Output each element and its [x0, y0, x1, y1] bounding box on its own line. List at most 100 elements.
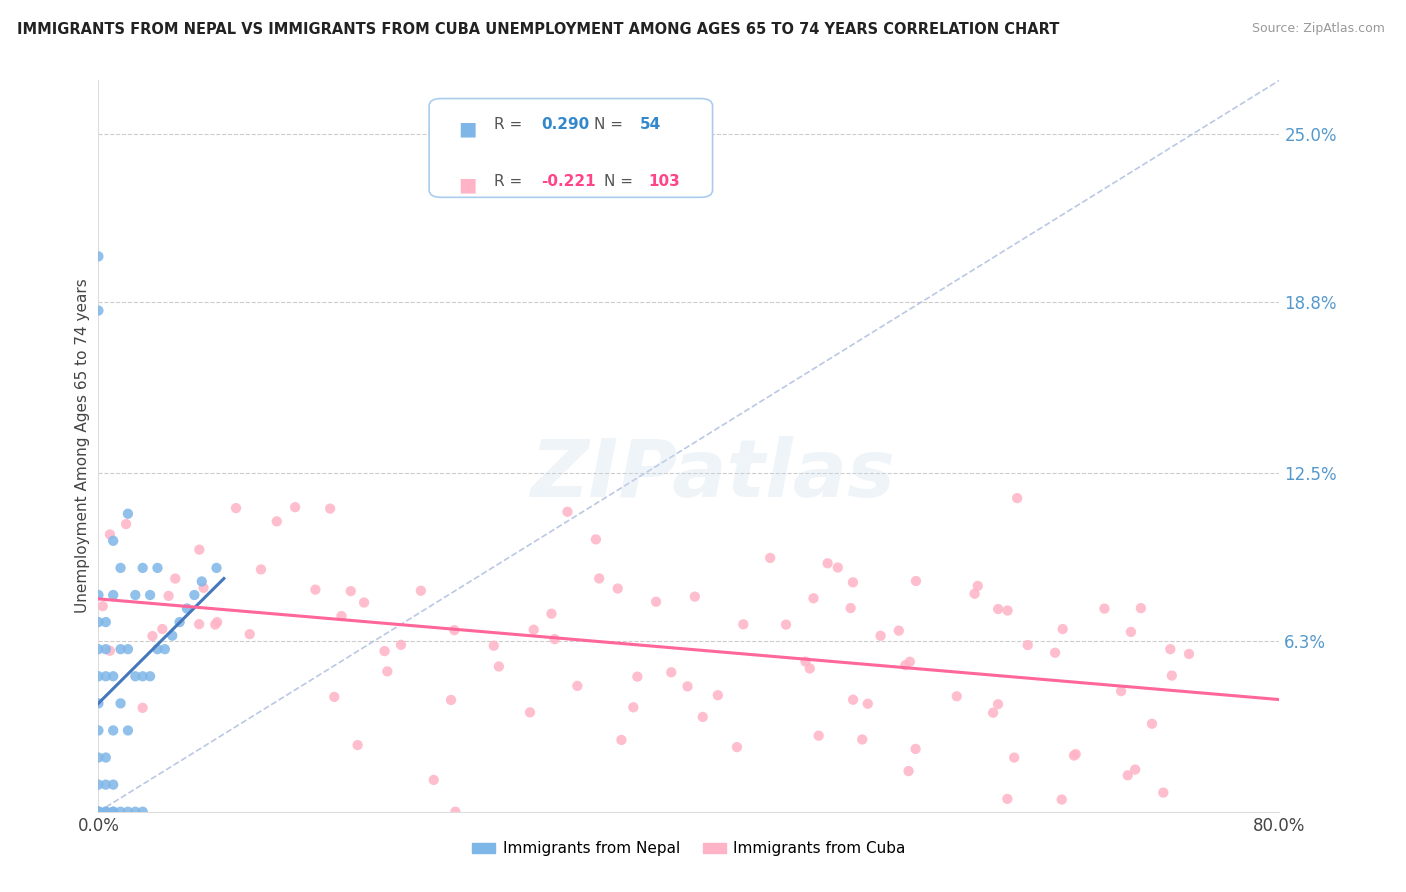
Point [1178, 647, 1201, 661]
Point [103, 778, 125, 792]
Point [139, 669, 162, 683]
Text: -0.221: -0.221 [541, 174, 596, 189]
Point [887, 624, 910, 638]
Point [1005, 491, 1028, 505]
Point [87, 615, 110, 629]
Point [91, 599, 114, 614]
Point [987, 602, 1010, 616]
Point [482, 639, 505, 653]
Point [1109, 684, 1132, 698]
Legend: Immigrants from Nepal, Immigrants from Cuba: Immigrants from Nepal, Immigrants from C… [465, 836, 912, 863]
Point [1063, 748, 1085, 763]
Point [409, 583, 432, 598]
Point [162, 629, 183, 643]
Point [904, 742, 927, 756]
Point [87, 805, 110, 819]
Point [94, 669, 117, 683]
Point [124, 805, 146, 819]
Point [803, 591, 825, 606]
Point [904, 574, 927, 588]
Point [103, 805, 125, 819]
Point [117, 805, 139, 819]
Point [117, 642, 139, 657]
Point [540, 607, 562, 621]
Point [132, 669, 155, 683]
Point [150, 622, 173, 636]
Point [543, 632, 565, 647]
Point [165, 572, 187, 586]
Point [851, 732, 873, 747]
Point [191, 574, 214, 589]
Point [963, 587, 986, 601]
Text: R =: R = [494, 174, 527, 189]
Point [807, 729, 830, 743]
Text: ■: ■ [458, 176, 477, 194]
Point [995, 792, 1018, 806]
Point [94, 750, 117, 764]
Point [645, 595, 668, 609]
Point [205, 615, 228, 629]
Point [176, 601, 198, 615]
Y-axis label: Unemployment Among Ages 65 to 74 years: Unemployment Among Ages 65 to 74 years [75, 278, 90, 614]
Point [103, 533, 125, 548]
Point [1140, 716, 1163, 731]
Point [606, 582, 628, 596]
Point [1116, 768, 1139, 782]
Point [827, 560, 849, 574]
Text: ZIPatlas: ZIPatlas [530, 436, 896, 515]
Point [945, 690, 967, 704]
Point [659, 665, 682, 680]
Point [440, 693, 463, 707]
Text: 54: 54 [640, 117, 661, 132]
Point [304, 582, 326, 597]
Point [794, 655, 817, 669]
Point [339, 584, 361, 599]
Point [585, 533, 607, 547]
Point [323, 690, 346, 704]
Point [103, 723, 125, 738]
Point [98, 644, 121, 658]
Point [124, 588, 146, 602]
Point [87, 805, 110, 819]
Point [98, 527, 121, 541]
Point [519, 706, 541, 720]
Point [1052, 622, 1074, 636]
Point [193, 581, 215, 595]
Point [115, 517, 138, 532]
Point [103, 669, 125, 683]
Point [488, 659, 510, 673]
Point [1094, 601, 1116, 615]
Point [153, 642, 176, 657]
Point [87, 249, 110, 263]
Point [898, 655, 921, 669]
Point [250, 562, 273, 576]
Point [94, 615, 117, 629]
Point [1123, 763, 1146, 777]
Point [139, 588, 162, 602]
Point [707, 688, 730, 702]
Point [817, 556, 839, 570]
Text: N =: N = [595, 117, 628, 132]
Point [146, 561, 169, 575]
Point [132, 561, 155, 575]
Point [124, 669, 146, 683]
Point [842, 575, 865, 590]
Point [103, 805, 125, 819]
Point [204, 617, 226, 632]
Point [1017, 638, 1039, 652]
Point [353, 595, 375, 609]
Point [205, 561, 228, 575]
Text: IMMIGRANTS FROM NEPAL VS IMMIGRANTS FROM CUBA UNEMPLOYMENT AMONG AGES 65 TO 74 Y: IMMIGRANTS FROM NEPAL VS IMMIGRANTS FROM… [17, 22, 1059, 37]
Point [103, 588, 125, 602]
Point [87, 588, 110, 602]
Point [87, 750, 110, 764]
Point [987, 698, 1010, 712]
Point [87, 303, 110, 318]
Point [94, 805, 117, 819]
Point [94, 778, 117, 792]
Text: Source: ZipAtlas.com: Source: ZipAtlas.com [1251, 22, 1385, 36]
Point [157, 589, 180, 603]
Point [117, 723, 139, 738]
Text: N =: N = [605, 174, 638, 189]
Point [1050, 792, 1073, 806]
